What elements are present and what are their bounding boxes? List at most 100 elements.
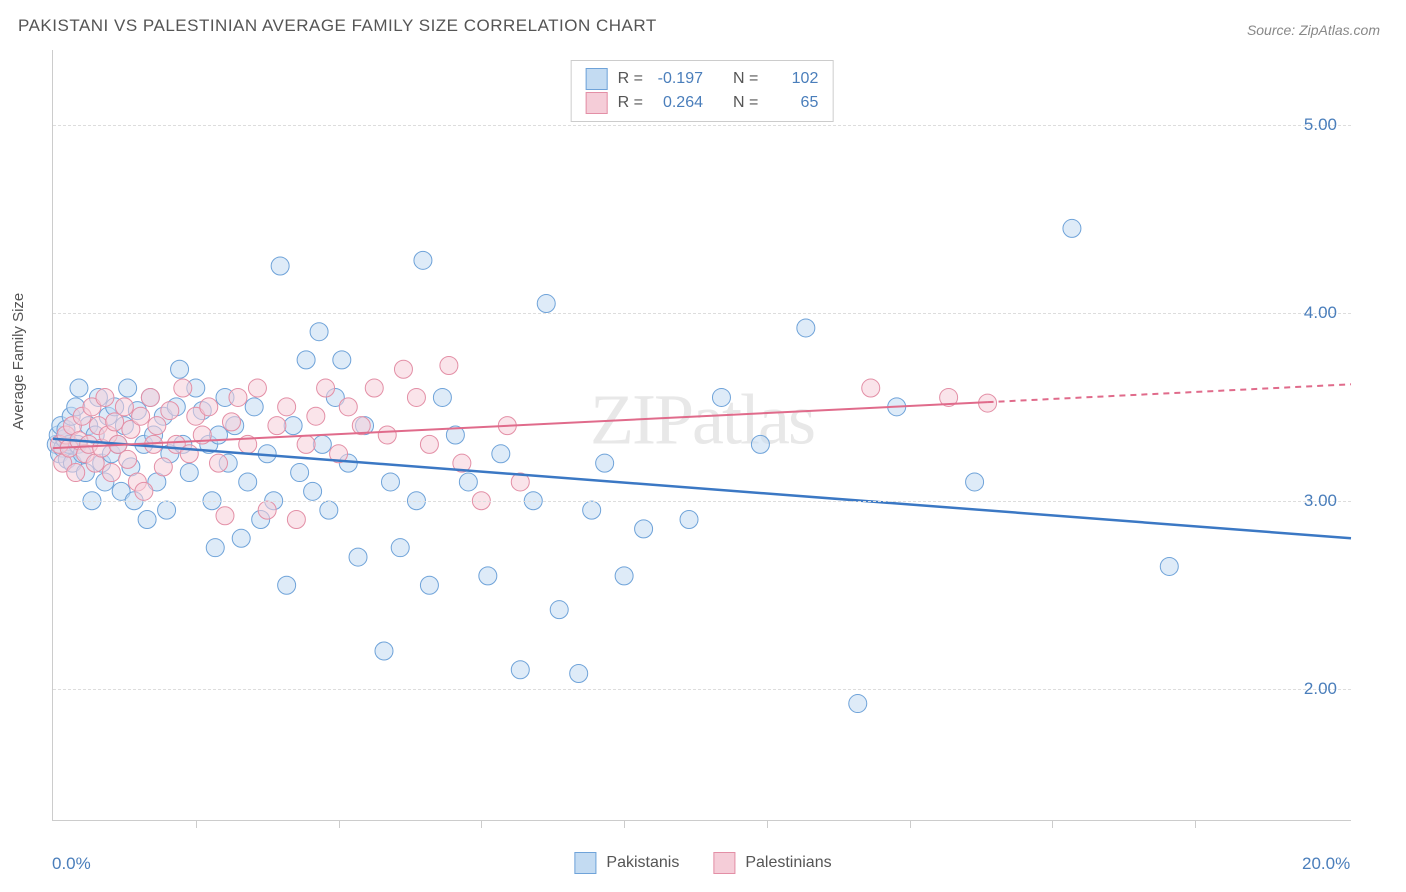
data-point [222, 413, 240, 431]
x-tick [481, 820, 482, 828]
data-point [96, 388, 114, 406]
data-point [248, 379, 266, 397]
data-point [680, 511, 698, 529]
r-value: 0.264 [653, 91, 703, 115]
data-point [278, 576, 296, 594]
data-point [119, 379, 137, 397]
data-point [339, 398, 357, 416]
data-point [797, 319, 815, 337]
n-label: N = [733, 91, 758, 115]
data-point [278, 398, 296, 416]
data-point [239, 473, 257, 491]
data-point [420, 576, 438, 594]
data-point [365, 379, 383, 397]
data-point [349, 548, 367, 566]
data-point [537, 295, 555, 313]
legend-swatch [574, 852, 596, 874]
data-point [171, 360, 189, 378]
y-axis-label: Average Family Size [10, 293, 27, 430]
data-point [479, 567, 497, 585]
legend-series-item: Pakistanis [574, 852, 679, 874]
data-point [161, 402, 179, 420]
data-point [862, 379, 880, 397]
grid-line [53, 689, 1351, 690]
data-point [180, 464, 198, 482]
data-point [216, 507, 234, 525]
n-value: 102 [768, 67, 818, 91]
data-point [391, 539, 409, 557]
data-point [394, 360, 412, 378]
data-point [70, 379, 88, 397]
data-point [209, 454, 227, 472]
data-point [492, 445, 510, 463]
y-tick-label: 3.00 [1304, 491, 1337, 511]
data-point [115, 398, 133, 416]
data-point [381, 473, 399, 491]
trend-line-dashed [988, 384, 1351, 402]
data-point [158, 501, 176, 519]
n-label: N = [733, 67, 758, 91]
data-point [258, 501, 276, 519]
data-point [287, 511, 305, 529]
data-point [420, 435, 438, 453]
data-point [751, 435, 769, 453]
data-point [378, 426, 396, 444]
data-point [414, 251, 432, 269]
data-point [148, 417, 166, 435]
data-point [320, 501, 338, 519]
data-point [174, 379, 192, 397]
n-value: 65 [768, 91, 818, 115]
legend-stat-row: R = 0.264 N = 65 [586, 91, 819, 115]
x-tick [910, 820, 911, 828]
r-label: R = [618, 67, 643, 91]
x-tick [196, 820, 197, 828]
data-point [849, 695, 867, 713]
data-point [154, 458, 172, 476]
data-point [245, 398, 263, 416]
data-point [284, 417, 302, 435]
data-point [268, 417, 286, 435]
legend-stat-row: R = -0.197 N = 102 [586, 67, 819, 91]
data-point [570, 665, 588, 683]
legend-series-item: Palestinians [713, 852, 831, 874]
data-point [1160, 557, 1178, 575]
data-point [407, 388, 425, 406]
data-point [135, 482, 153, 500]
x-tick [624, 820, 625, 828]
data-point [310, 323, 328, 341]
x-tick [767, 820, 768, 828]
plot-area: ZIPatlas R =-0.197N =102R =0.264N =65 2.… [52, 50, 1351, 821]
data-point [583, 501, 601, 519]
source-attribution: Source: ZipAtlas.com [1247, 22, 1380, 38]
data-point [138, 511, 156, 529]
data-point [307, 407, 325, 425]
y-tick-label: 4.00 [1304, 303, 1337, 323]
data-point [615, 567, 633, 585]
legend-series: Pakistanis Palestinians [574, 852, 831, 874]
data-point [141, 388, 159, 406]
y-tick-label: 2.00 [1304, 679, 1337, 699]
grid-line [53, 125, 1351, 126]
data-point [297, 435, 315, 453]
legend-series-label: Palestinians [745, 854, 831, 872]
data-point [712, 388, 730, 406]
data-point [511, 661, 529, 679]
data-point [271, 257, 289, 275]
data-point [313, 435, 331, 453]
data-point [433, 388, 451, 406]
data-point [317, 379, 335, 397]
data-point [297, 351, 315, 369]
data-point [132, 407, 150, 425]
legend-swatch [713, 852, 735, 874]
data-point [206, 539, 224, 557]
x-tick [339, 820, 340, 828]
data-point [635, 520, 653, 538]
data-point [596, 454, 614, 472]
data-point [291, 464, 309, 482]
data-point [200, 398, 218, 416]
x-axis-label: 20.0% [1302, 854, 1350, 874]
chart-container: PAKISTANI VS PALESTINIAN AVERAGE FAMILY … [0, 0, 1406, 892]
r-label: R = [618, 91, 643, 115]
r-value: -0.197 [653, 67, 703, 91]
x-tick [1052, 820, 1053, 828]
